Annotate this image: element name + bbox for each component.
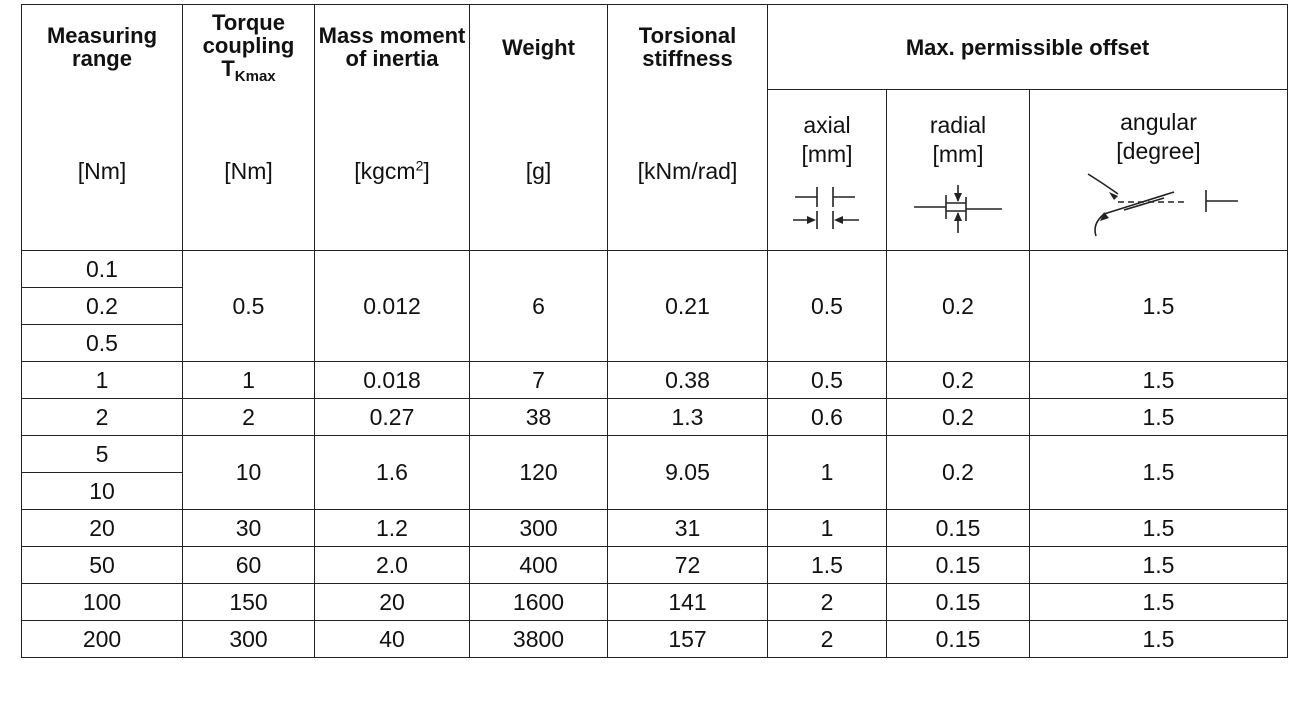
unit-torque-coupling: [Nm] [182, 89, 315, 251]
cell-weight: 300 [469, 508, 608, 547]
table-row: 0.5 [21, 323, 1288, 362]
cell-inertia: 40 [314, 619, 470, 658]
cell-measuring-range: 10 [21, 471, 183, 510]
header-row: Measuring range Torque coupling TKmax Mas… [21, 4, 1288, 90]
cell-measuring-range: 0.5 [21, 323, 183, 362]
unit-weight: [g] [469, 89, 608, 251]
cell-weight: 7 [469, 360, 608, 399]
cell-measuring-range: 5 [21, 434, 183, 473]
cell-stiffness: 141 [607, 582, 768, 621]
cell-tkmax: 1 [182, 360, 315, 399]
cell-axial: 1.5 [767, 545, 887, 584]
unit-measuring-range: [Nm] [21, 89, 183, 251]
radial-offset-icon [914, 184, 1002, 233]
cell-weight: 6 [469, 249, 608, 362]
cell-axial: 0.5 [767, 249, 887, 362]
angular-offset-icon [1087, 173, 1238, 237]
cell-stiffness: 31 [607, 508, 768, 547]
header-measuring-range: Measuring range [21, 4, 183, 90]
cell-inertia: 0.27 [314, 397, 470, 436]
unit-mass-moment: [kgcm2] [314, 89, 470, 251]
table-row: 0.1 0.5 0.012 6 0.21 0.5 0.2 1.5 [21, 249, 1288, 362]
cell-tkmax: 150 [182, 582, 315, 621]
table-row: 50 60 2.0 400 72 1.5 0.15 1.5 [21, 545, 1288, 584]
unit-angular: angular [degree] [1029, 89, 1288, 251]
cell-axial: 1 [767, 434, 887, 510]
cell-weight: 120 [469, 434, 608, 510]
cell-angular: 1.5 [1029, 249, 1288, 362]
cell-stiffness: 72 [607, 545, 768, 584]
cell-angular: 1.5 [1029, 508, 1288, 547]
cell-angular: 1.5 [1029, 434, 1288, 510]
cell-inertia: 1.6 [314, 434, 470, 510]
cell-angular: 1.5 [1029, 545, 1288, 584]
cell-weight: 400 [469, 545, 608, 584]
header-mass-moment: Mass moment of inertia [314, 4, 470, 90]
cell-inertia: 20 [314, 582, 470, 621]
header-weight: Weight [469, 4, 608, 90]
cell-tkmax: 30 [182, 508, 315, 547]
cell-radial: 0.2 [886, 249, 1030, 362]
coupling-spec-table: Measuring range Torque coupling TKmax Mas… [21, 4, 1288, 658]
header-torsional-stiffness: Torsional stiffness [607, 4, 768, 90]
table-row: 1 1 0.018 7 0.38 0.5 0.2 1.5 [21, 360, 1288, 399]
table-row: 0.2 [21, 286, 1288, 325]
cell-stiffness: 0.21 [607, 249, 768, 362]
cell-inertia: 0.012 [314, 249, 470, 362]
cell-measuring-range: 20 [21, 508, 183, 547]
cell-stiffness: 0.38 [607, 360, 768, 399]
cell-stiffness: 1.3 [607, 397, 768, 436]
cell-axial: 1 [767, 508, 887, 547]
cell-measuring-range: 0.2 [21, 286, 183, 325]
table-row: 10 [21, 471, 1288, 510]
cell-weight: 1600 [469, 582, 608, 621]
cell-axial: 0.6 [767, 397, 887, 436]
cell-axial: 2 [767, 619, 887, 658]
cell-measuring-range: 2 [21, 397, 183, 436]
cell-angular: 1.5 [1029, 360, 1288, 399]
cell-tkmax: 300 [182, 619, 315, 658]
cell-radial: 0.15 [886, 619, 1030, 658]
cell-angular: 1.5 [1029, 582, 1288, 621]
cell-measuring-range: 100 [21, 582, 183, 621]
header-max-offset: Max. permissible offset [767, 4, 1288, 90]
cell-inertia: 2.0 [314, 545, 470, 584]
unit-axial: axial [mm] [767, 89, 887, 251]
cell-angular: 1.5 [1029, 619, 1288, 658]
table-row: 200 300 40 3800 157 2 0.15 1.5 [21, 619, 1288, 658]
cell-inertia: 0.018 [314, 360, 470, 399]
unit-torsional-stiffness: [kNm/rad] [607, 89, 768, 251]
table-row: 5 10 1.6 120 9.05 1 0.2 1.5 [21, 434, 1288, 510]
cell-axial: 0.5 [767, 360, 887, 399]
table-row: 20 30 1.2 300 31 1 0.15 1.5 [21, 508, 1288, 547]
cell-inertia: 1.2 [314, 508, 470, 547]
cell-tkmax: 60 [182, 545, 315, 584]
cell-tkmax: 0.5 [182, 249, 315, 362]
table-body: Measuring range Torque coupling TKmax Mas… [21, 4, 1288, 658]
cell-stiffness: 157 [607, 619, 768, 658]
cell-radial: 0.15 [886, 582, 1030, 621]
cell-stiffness: 9.05 [607, 434, 768, 510]
cell-tkmax: 10 [182, 434, 315, 510]
cell-angular: 1.5 [1029, 397, 1288, 436]
axial-offset-icon [793, 186, 859, 229]
cell-measuring-range: 1 [21, 360, 183, 399]
cell-radial: 0.2 [886, 397, 1030, 436]
cell-measuring-range: 0.1 [21, 249, 183, 288]
cell-weight: 38 [469, 397, 608, 436]
unit-row: [Nm] [Nm] [kgcm2] [g] [kNm/rad] axial [mm… [21, 89, 1288, 251]
unit-radial: radial [mm] [886, 89, 1030, 251]
cell-weight: 3800 [469, 619, 608, 658]
header-torque-coupling: Torque coupling TKmax [182, 4, 315, 90]
cell-tkmax: 2 [182, 397, 315, 436]
table-row: 100 150 20 1600 141 2 0.15 1.5 [21, 582, 1288, 621]
table-row: 2 2 0.27 38 1.3 0.6 0.2 1.5 [21, 397, 1288, 436]
cell-radial: 0.2 [886, 360, 1030, 399]
cell-measuring-range: 200 [21, 619, 183, 658]
cell-radial: 0.15 [886, 508, 1030, 547]
cell-radial: 0.15 [886, 545, 1030, 584]
cell-axial: 2 [767, 582, 887, 621]
cell-radial: 0.2 [886, 434, 1030, 510]
cell-measuring-range: 50 [21, 545, 183, 584]
